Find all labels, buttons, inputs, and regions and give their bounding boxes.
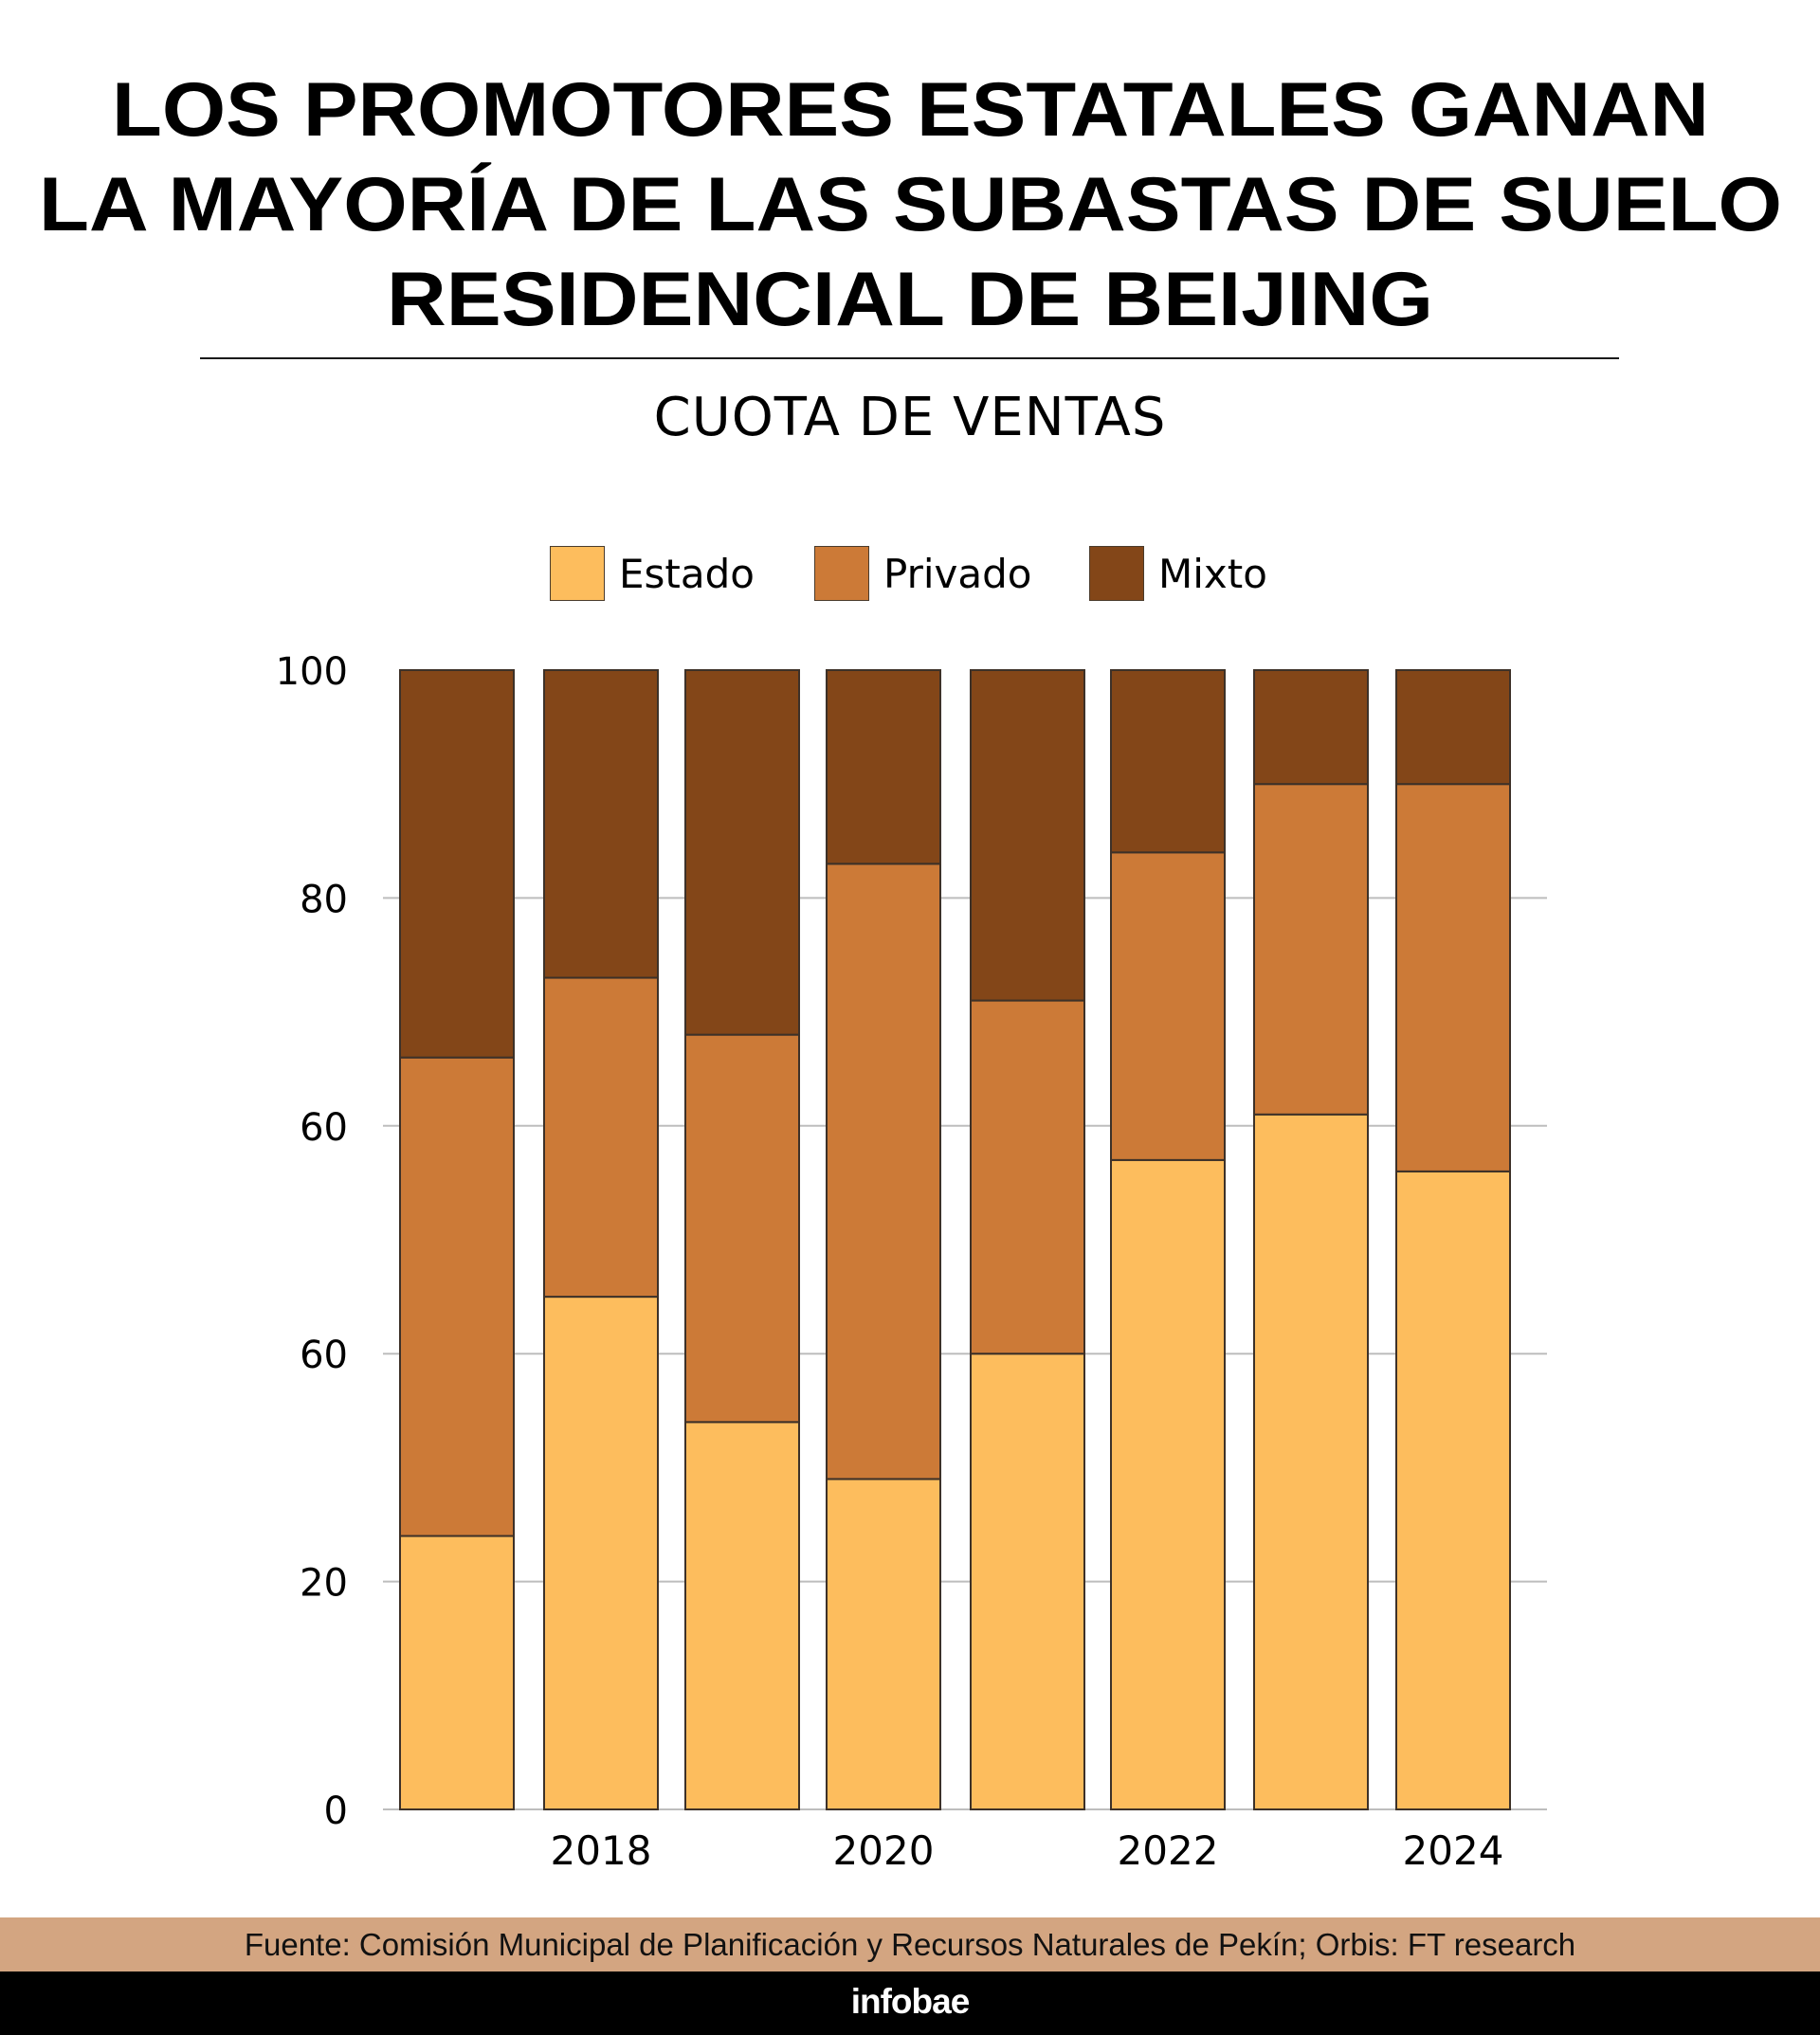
legend-label-privado: Privado: [883, 551, 1032, 597]
bar-stack-2017: [399, 669, 515, 1811]
bar-segment-estado-2020: [826, 1478, 941, 1810]
bar-stack-2022: [1110, 669, 1226, 1810]
bar-segment-privado-2021: [970, 999, 1085, 1355]
legend-swatch-mixto: [1089, 546, 1144, 601]
bar-segment-mixto-2017: [399, 669, 515, 1059]
bar-segment-estado-2022: [1110, 1158, 1226, 1810]
legend-swatch-estado: [550, 546, 605, 601]
brand-logo: infobae: [850, 1982, 971, 2021]
bar-segment-estado-2017: [399, 1535, 515, 1811]
chart-subtitle: CUOTA DE VENTAS: [653, 387, 1167, 448]
bar-segment-mixto-2020: [826, 669, 941, 865]
y-axis-labels: 0 20 60 60 80 100: [276, 650, 348, 1833]
y-tick-label: 80: [300, 878, 348, 921]
title-separator: [200, 357, 1619, 359]
x-tick-label: 2022: [1118, 1827, 1219, 1874]
bar-segment-mixto-2021: [970, 669, 1085, 1002]
y-tick-label: 60: [300, 1106, 348, 1150]
bar-segment-estado-2019: [684, 1421, 800, 1810]
title-line-1: LOS PROMOTORES ESTATALES GANAN: [112, 67, 1709, 153]
bar-segment-privado-2017: [399, 1056, 515, 1537]
legend-label-mixto: Mixto: [1158, 551, 1267, 597]
bar-segment-estado-2023: [1253, 1113, 1369, 1810]
x-axis-labels: 2018 2020 2022 2024: [551, 1827, 1504, 1874]
bar-stack-2024: [1395, 669, 1511, 1810]
title-line-2: LA MAYORÍA DE LAS SUBASTAS DE SUELO: [39, 161, 1782, 247]
x-tick-label: 2024: [1403, 1827, 1504, 1874]
bars: [399, 669, 1511, 1811]
source-text: Fuente: Comisión Municipal de Planificac…: [244, 1927, 1576, 1962]
y-tick-label: 60: [300, 1334, 348, 1377]
bar-stack-2020: [826, 669, 941, 1810]
x-tick-label: 2020: [833, 1827, 935, 1874]
bar-segment-privado-2023: [1253, 783, 1369, 1116]
x-tick-label: 2018: [551, 1827, 652, 1874]
bar-segment-privado-2018: [543, 976, 659, 1299]
bar-segment-privado-2022: [1110, 851, 1226, 1161]
bar-segment-privado-2019: [684, 1033, 800, 1424]
y-tick-label: 100: [276, 650, 348, 694]
bar-segment-mixto-2024: [1395, 669, 1511, 786]
legend-swatch-privado: [814, 546, 869, 601]
bar-segment-estado-2021: [970, 1353, 1085, 1810]
y-tick-label: 20: [300, 1562, 348, 1606]
bar-stack-2019: [684, 669, 800, 1810]
bar-segment-mixto-2018: [543, 669, 659, 979]
bar-segment-mixto-2023: [1253, 669, 1369, 786]
bar-stack-2018: [543, 669, 659, 1810]
title-line-3: RESIDENCIAL DE BEIJING: [387, 257, 1433, 342]
legend-label-estado: Estado: [619, 551, 755, 597]
bar-segment-privado-2024: [1395, 783, 1511, 1172]
chart-title: LOS PROMOTORES ESTATALES GANAN LA MAYORÍ…: [39, 67, 1782, 342]
brand-band: infobae: [0, 1971, 1820, 2035]
bar-segment-mixto-2022: [1110, 669, 1226, 854]
bar-segment-privado-2020: [826, 863, 941, 1481]
bar-stack-2021: [970, 669, 1085, 1810]
bar-segment-estado-2018: [543, 1296, 659, 1810]
bar-segment-mixto-2019: [684, 669, 800, 1036]
stacked-bar-chart: 0 20 60 60 80 100 2018 2020 2022 2024: [276, 650, 1547, 1874]
source-band: Fuente: Comisión Municipal de Planificac…: [0, 1917, 1820, 1971]
y-tick-label: 0: [324, 1790, 348, 1833]
bar-stack-2023: [1253, 669, 1369, 1810]
bar-segment-estado-2024: [1395, 1170, 1511, 1810]
